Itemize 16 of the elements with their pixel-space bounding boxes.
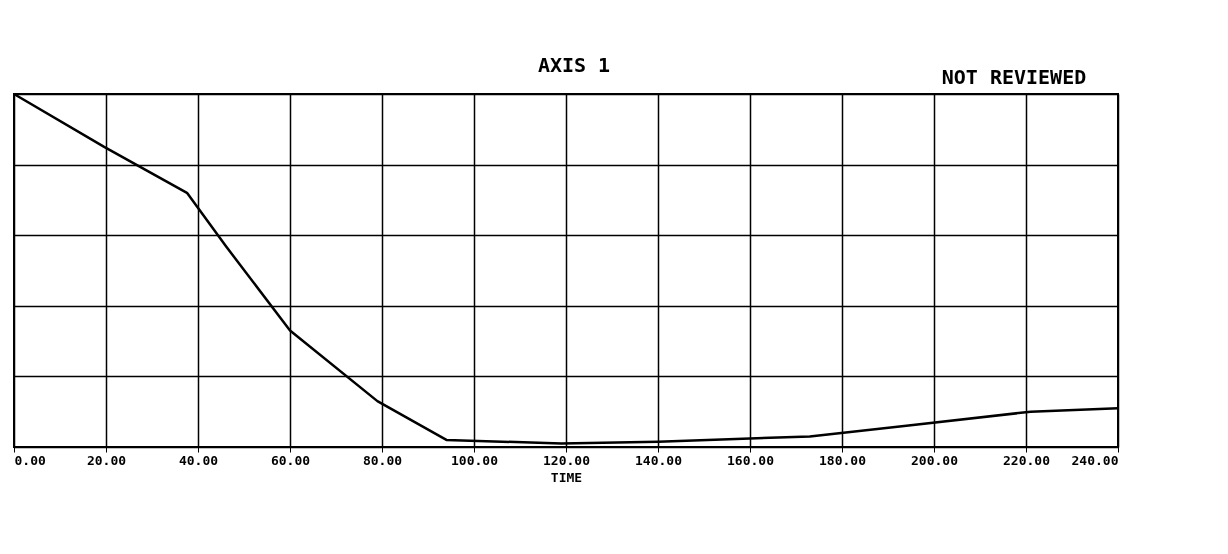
x-tick-label: 80.00 xyxy=(362,452,403,468)
x-tick-label: 200.00 xyxy=(911,452,959,468)
x-tick-label: 240.00 xyxy=(1071,452,1119,468)
x-axis-title: TIME xyxy=(550,469,583,485)
x-tick-label: 60.00 xyxy=(270,452,311,468)
x-tick-label: 20.00 xyxy=(86,452,127,468)
x-tick-label: 220.00 xyxy=(1003,452,1051,468)
text: NOT REVIEWED xyxy=(941,65,1087,89)
x-tick-label: 40.00 xyxy=(178,452,219,468)
x-tick-label: 140.00 xyxy=(635,452,683,468)
x-tick-label: 100.00 xyxy=(451,452,499,468)
x-tick-label: 0.00 xyxy=(14,452,46,468)
x-tick-label: 180.00 xyxy=(819,452,867,468)
x-tick-label: 160.00 xyxy=(727,452,775,468)
x-tick-label: 120.00 xyxy=(543,452,591,468)
text: AXIS 1 xyxy=(537,53,611,77)
